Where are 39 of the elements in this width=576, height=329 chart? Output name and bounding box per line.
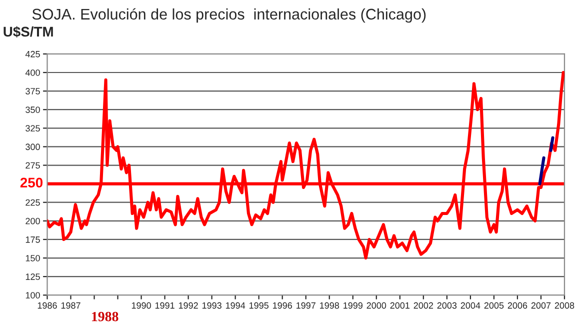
x-tick-label: 2004 xyxy=(460,302,480,309)
x-tick-label: 1986 xyxy=(38,302,57,309)
x-tick-label: 2002 xyxy=(414,302,433,309)
x-tick-label: 2008 xyxy=(554,302,574,309)
x-tick-label: 1994 xyxy=(226,302,246,309)
x-tick-label: 1990 xyxy=(132,302,151,309)
y-tick-label: 175 xyxy=(26,236,40,243)
y-tick-label: 300 xyxy=(26,144,40,150)
chart-title: SOJA. Evolución de los precios internacionales (Chicago) xyxy=(32,8,426,23)
y-tick-label: 200 xyxy=(26,218,40,224)
x-tick-label: 2006 xyxy=(508,302,528,309)
y-tick-label: 400 xyxy=(25,69,40,76)
y-tick-label: 225 xyxy=(26,199,40,206)
x-tick-label: 2007 xyxy=(531,302,551,309)
y-axis-title: U$S/TM xyxy=(4,26,53,38)
y-tick-label: 100 xyxy=(26,292,40,298)
text: 1988 xyxy=(92,312,118,322)
x-tick-label: 1999 xyxy=(344,302,362,309)
x-tick-label: 2000 xyxy=(366,302,386,309)
x-tick-label: 1997 xyxy=(296,302,316,309)
x-tick-label: 1992 xyxy=(178,302,198,309)
y-tick-label: 150 xyxy=(26,254,40,262)
y-tick-label: 375 xyxy=(26,88,40,94)
x-tick-label: 1993 xyxy=(202,302,222,309)
x-tick-label: 2001 xyxy=(390,302,410,309)
x-tick-label: 1991 xyxy=(155,302,174,309)
x-tick-label: 2005 xyxy=(484,302,504,309)
x-tick-label: 1995 xyxy=(249,302,268,309)
x-tick-label: 1987 xyxy=(61,302,80,309)
y-tick-label: 125 xyxy=(26,274,40,280)
y-tick-label: 350 xyxy=(26,106,40,113)
x-tick-label: 1998 xyxy=(320,302,340,309)
y-tick-label: 425 xyxy=(25,50,40,58)
x-tick-label: 2003 xyxy=(437,302,457,309)
x-tick-label: 1996 xyxy=(272,302,292,309)
ref-line-label: 250 xyxy=(20,178,43,188)
line-series xyxy=(47,70,564,260)
y-tick-label: 325 xyxy=(26,125,40,132)
y-tick-label: 275 xyxy=(26,162,40,169)
